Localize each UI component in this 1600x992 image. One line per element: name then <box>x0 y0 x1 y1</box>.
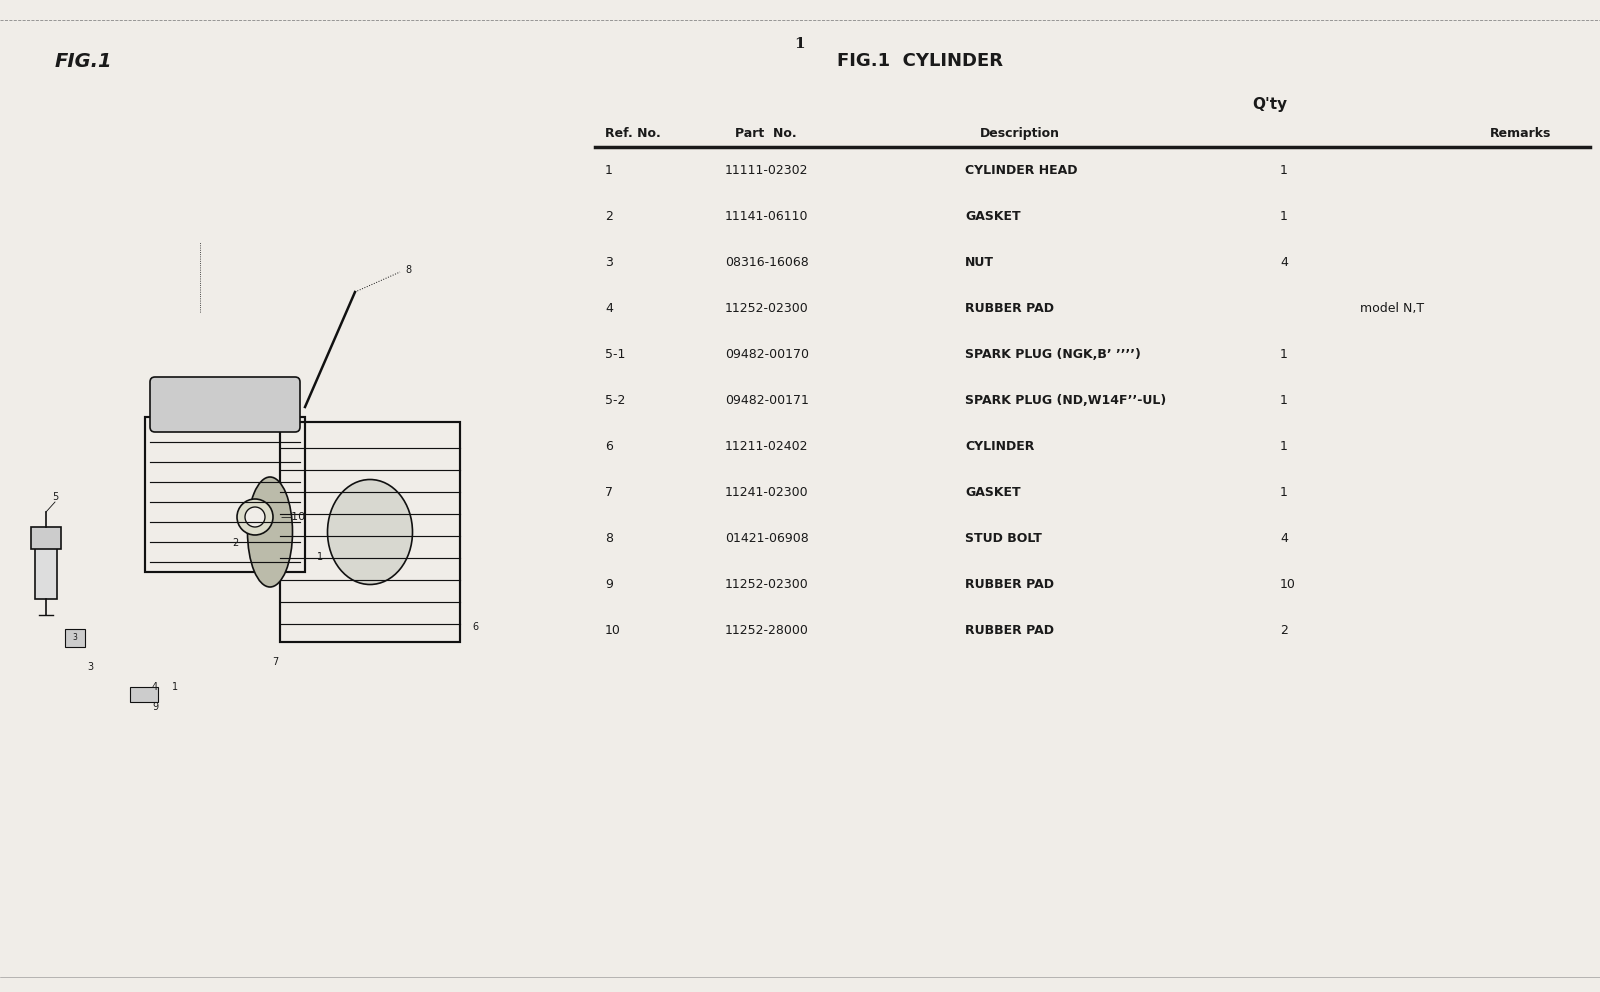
FancyBboxPatch shape <box>35 544 58 599</box>
Circle shape <box>237 499 274 535</box>
Text: Remarks: Remarks <box>1490 127 1552 140</box>
Text: RUBBER PAD: RUBBER PAD <box>965 578 1054 591</box>
FancyBboxPatch shape <box>66 629 85 647</box>
Text: Ref. No.: Ref. No. <box>605 127 661 140</box>
Text: 6: 6 <box>605 440 613 453</box>
Text: 11252-02300: 11252-02300 <box>725 578 808 591</box>
Text: 3: 3 <box>86 662 93 672</box>
Text: 11241-02300: 11241-02300 <box>725 486 808 499</box>
Text: 4: 4 <box>1280 532 1288 545</box>
Text: 1: 1 <box>1280 486 1288 499</box>
Text: 9: 9 <box>152 702 158 712</box>
Text: 4: 4 <box>1280 256 1288 269</box>
Text: 11252-02300: 11252-02300 <box>725 302 808 315</box>
Text: Description: Description <box>979 127 1059 140</box>
Text: 1: 1 <box>317 552 323 562</box>
Text: 2: 2 <box>232 538 238 548</box>
Text: 2: 2 <box>605 210 613 223</box>
Text: 11211-02402: 11211-02402 <box>725 440 808 453</box>
Text: 09482-00171: 09482-00171 <box>725 394 810 407</box>
Text: 5: 5 <box>51 492 58 502</box>
Text: 10: 10 <box>1280 578 1296 591</box>
Text: CYLINDER HEAD: CYLINDER HEAD <box>965 164 1077 177</box>
Text: 1: 1 <box>1280 394 1288 407</box>
Circle shape <box>245 507 266 527</box>
Text: 1: 1 <box>1280 164 1288 177</box>
Text: 6: 6 <box>472 622 478 632</box>
Text: 09482-00170: 09482-00170 <box>725 348 810 361</box>
Ellipse shape <box>248 477 293 587</box>
Text: 11141-06110: 11141-06110 <box>725 210 808 223</box>
Text: CYLINDER: CYLINDER <box>965 440 1034 453</box>
Text: 5-1: 5-1 <box>605 348 626 361</box>
Text: 3: 3 <box>605 256 613 269</box>
Text: 5-2: 5-2 <box>605 394 626 407</box>
Text: 1: 1 <box>1280 348 1288 361</box>
Text: Part  No.: Part No. <box>734 127 797 140</box>
Text: 9: 9 <box>605 578 613 591</box>
Text: 4: 4 <box>152 682 158 692</box>
Text: 4: 4 <box>605 302 613 315</box>
Text: 10: 10 <box>605 624 621 637</box>
Ellipse shape <box>328 479 413 584</box>
Text: 8: 8 <box>405 265 411 275</box>
Text: RUBBER PAD: RUBBER PAD <box>965 302 1054 315</box>
Text: FIG.1: FIG.1 <box>54 52 112 71</box>
Text: 1: 1 <box>1280 440 1288 453</box>
Text: RUBBER PAD: RUBBER PAD <box>965 624 1054 637</box>
Text: SPARK PLUG (NGK,B’ ’’’’): SPARK PLUG (NGK,B’ ’’’’) <box>965 348 1141 361</box>
Text: STUD BOLT: STUD BOLT <box>965 532 1042 545</box>
Text: 08316-16068: 08316-16068 <box>725 256 808 269</box>
Text: 3: 3 <box>72 634 77 643</box>
Text: 01421-06908: 01421-06908 <box>725 532 808 545</box>
Text: SPARK PLUG (ND,W14F’’-UL): SPARK PLUG (ND,W14F’’-UL) <box>965 394 1166 407</box>
Text: 11111-02302: 11111-02302 <box>725 164 808 177</box>
Text: GASKET: GASKET <box>965 486 1021 499</box>
Text: 8: 8 <box>605 532 613 545</box>
Text: model N,T: model N,T <box>1360 302 1424 315</box>
Text: FIG.1  CYLINDER: FIG.1 CYLINDER <box>837 52 1003 70</box>
Text: Q'ty: Q'ty <box>1253 97 1288 112</box>
Text: —10: —10 <box>280 512 306 522</box>
Text: 1: 1 <box>1280 210 1288 223</box>
Text: 2: 2 <box>1280 624 1288 637</box>
Text: 7: 7 <box>272 657 278 667</box>
Text: 1: 1 <box>171 682 178 692</box>
Text: 7: 7 <box>605 486 613 499</box>
FancyBboxPatch shape <box>30 527 61 549</box>
Text: 1: 1 <box>605 164 613 177</box>
Text: 11252-28000: 11252-28000 <box>725 624 810 637</box>
FancyBboxPatch shape <box>130 687 158 702</box>
Text: NUT: NUT <box>965 256 994 269</box>
Text: 1: 1 <box>795 37 805 51</box>
Text: GASKET: GASKET <box>965 210 1021 223</box>
FancyBboxPatch shape <box>150 377 301 432</box>
